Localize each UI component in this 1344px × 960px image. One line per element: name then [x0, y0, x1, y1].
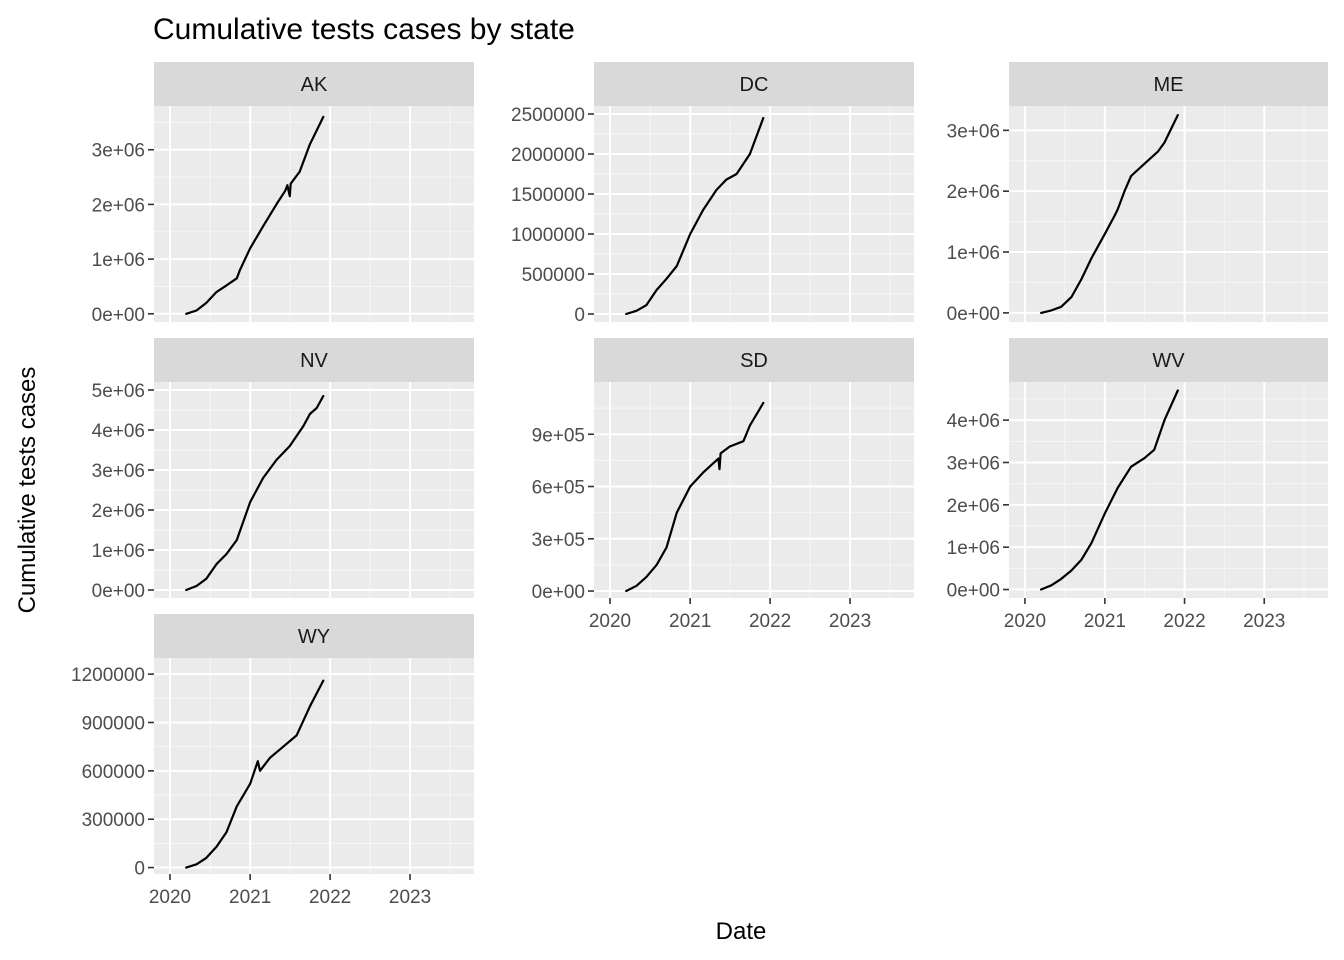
x-tick-label: 2020	[589, 611, 631, 632]
facet-strip-label: WY	[298, 626, 330, 648]
x-tick-label: 2021	[669, 611, 711, 632]
facet-strip	[594, 62, 914, 106]
facet-panels: AK 0e+00 1e+06 2e+06 3e+06 DC 0 500000 1000000 15…	[71, 62, 1328, 908]
facet-panel	[594, 382, 914, 598]
chart-title: Cumulative tests cases by state	[153, 13, 575, 46]
facet-dc: DC 0 500000 1000000 1500000 2000000 2500000	[511, 62, 914, 326]
y-tick-label: 1e+06	[92, 541, 145, 562]
facet-strip-label: AK	[301, 74, 328, 96]
y-tick-label: 9e+05	[532, 425, 585, 446]
y-tick-label: 3e+06	[92, 461, 145, 482]
y-tick-label: 0e+00	[947, 304, 1000, 325]
series-line-sd	[625, 401, 765, 593]
y-tick-label: 500000	[522, 265, 585, 286]
y-tick-label: 0e+00	[92, 581, 145, 602]
y-tick-label: 1500000	[511, 185, 585, 206]
y-tick-label: 1200000	[71, 665, 145, 686]
facet-nv: NV 0e+00 1e+06 2e+06 3e+06 4e+06 5e+06	[92, 338, 474, 602]
x-tick-label: 2021	[229, 887, 271, 908]
facet-strip	[594, 338, 914, 382]
y-tick-label: 300000	[82, 810, 145, 831]
facet-strip	[1009, 62, 1328, 106]
facet-wv: WV 0e+00 1e+06 2e+06 3e+06 4e+06 2020 2021 2022 2…	[947, 338, 1328, 632]
y-tick-label: 2500000	[511, 105, 585, 126]
y-tick-label: 600000	[82, 762, 145, 783]
facet-strip-label: WV	[1152, 350, 1185, 372]
x-tick-label: 2023	[1243, 611, 1285, 632]
y-tick-label: 3e+06	[947, 453, 1000, 474]
facet-strip	[154, 62, 474, 106]
y-tick-label: 0	[574, 305, 585, 326]
y-tick-label: 1000000	[511, 225, 585, 246]
series-line-dc	[625, 116, 765, 316]
x-tick-label: 2023	[389, 887, 431, 908]
y-tick-label: 900000	[82, 713, 145, 734]
y-tick-label: 0e+00	[947, 581, 1000, 602]
facet-strip	[154, 338, 474, 382]
y-tick-label: 6e+05	[532, 478, 585, 499]
x-tick-label: 2022	[1163, 611, 1205, 632]
facet-strip	[1009, 338, 1328, 382]
y-tick-label: 3e+06	[947, 121, 1000, 142]
x-tick-label: 2022	[749, 611, 791, 632]
x-tick-label: 2023	[829, 611, 871, 632]
series-line-ak	[185, 115, 325, 315]
y-tick-label: 0e+00	[532, 582, 585, 603]
y-tick-label: 0	[134, 859, 145, 880]
y-tick-label: 0e+00	[92, 305, 145, 326]
facet-ak: AK 0e+00 1e+06 2e+06 3e+06	[92, 62, 474, 326]
series-line-nv	[185, 394, 325, 592]
y-tick-label: 5e+06	[92, 381, 145, 402]
facet-panel	[154, 106, 474, 322]
series-line-wy	[185, 679, 325, 869]
y-tick-label: 2e+06	[947, 182, 1000, 203]
y-tick-label: 1e+06	[92, 250, 145, 271]
x-tick-label: 2021	[1084, 611, 1126, 632]
x-axis-title: Date	[716, 918, 767, 945]
facet-me: ME 0e+00 1e+06 2e+06 3e+06	[947, 62, 1328, 325]
x-tick-label: 2020	[149, 887, 191, 908]
y-axis-title: Cumulative tests cases	[14, 367, 41, 614]
facet-strip-label: ME	[1154, 74, 1184, 96]
y-tick-label: 2e+06	[92, 195, 145, 216]
y-tick-label: 3e+05	[532, 530, 585, 551]
series-line-me	[1039, 113, 1179, 314]
y-tick-label: 4e+06	[947, 411, 1000, 432]
facet-panel	[1009, 106, 1328, 322]
facet-wy: WY 0 300000 600000 900000 1200000 2020 2021 2022…	[71, 614, 474, 908]
y-tick-label: 2e+06	[947, 496, 1000, 517]
x-tick-label: 2020	[1004, 611, 1046, 632]
y-tick-label: 3e+06	[92, 141, 145, 162]
facet-panel	[1009, 382, 1328, 598]
y-tick-label: 2000000	[511, 145, 585, 166]
facet-panel	[154, 658, 474, 874]
facet-strip-label: NV	[300, 350, 328, 372]
facet-strip-label: SD	[740, 350, 768, 372]
facet-strip-label: DC	[740, 74, 769, 96]
y-tick-label: 2e+06	[92, 501, 145, 522]
y-tick-label: 1e+06	[947, 243, 1000, 264]
x-tick-label: 2022	[309, 887, 351, 908]
facet-sd: SD 0e+00 3e+05 6e+05 9e+05 2020 2021 2022 2023	[532, 338, 914, 632]
y-tick-label: 4e+06	[92, 421, 145, 442]
y-tick-label: 1e+06	[947, 538, 1000, 559]
facet-strip	[154, 614, 474, 658]
series-line-wv	[1039, 389, 1179, 591]
